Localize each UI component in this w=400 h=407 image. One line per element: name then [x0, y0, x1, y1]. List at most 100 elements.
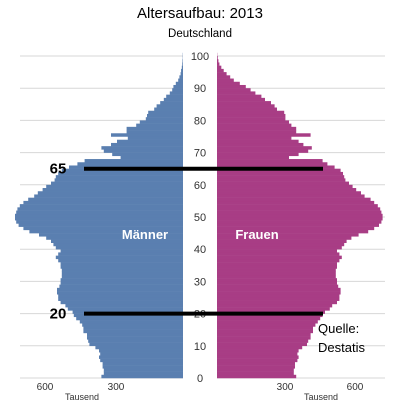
bar-frauen-age-24	[217, 297, 340, 301]
bar-maenner-age-60	[51, 181, 183, 186]
bar-maenner-age-79	[139, 120, 183, 124]
age-tick-0: 0	[197, 373, 203, 385]
bar-frauen-age-78	[217, 123, 292, 128]
bar-maenner-age-53	[19, 204, 183, 208]
bar-maenner-age-4	[102, 361, 183, 366]
bar-frauen-age-96	[217, 65, 222, 70]
bar-maenner-age-28	[59, 284, 183, 289]
bar-maenner-age-32	[61, 271, 183, 276]
bar-maenner-age-34	[60, 265, 183, 269]
source-line-2: Destatis	[318, 340, 365, 355]
bar-frauen-age-92	[217, 78, 234, 83]
bar-maenner-age-67	[84, 159, 183, 163]
bar-maenner-age-1	[103, 371, 183, 376]
bar-frauen-age-22	[217, 303, 333, 308]
bar-frauen-age-68	[217, 155, 289, 160]
bar-frauen-age-59	[217, 184, 353, 189]
bar-frauen-age-80	[217, 117, 286, 121]
bar-frauen-age-74	[217, 136, 292, 140]
bar-maenner-age-77	[126, 126, 183, 131]
bar-maenner-age-7	[100, 352, 183, 356]
bar-maenner-age-59	[46, 184, 184, 189]
age-tick-10: 10	[194, 341, 206, 353]
bar-maenner-age-80	[145, 117, 183, 121]
bar-maenner-age-75	[111, 133, 183, 137]
bar-maenner-age-62	[55, 175, 183, 179]
bar-maenner-age-55	[28, 197, 184, 202]
bar-maenner-age-31	[61, 274, 183, 279]
bar-maenner-age-57	[37, 191, 183, 195]
bar-maenner-age-47	[18, 223, 183, 227]
bar-frauen-age-39	[217, 249, 337, 253]
bar-frauen-age-55	[217, 197, 371, 202]
bar-frauen-age-50	[217, 213, 383, 218]
bar-frauen-age-79	[217, 120, 289, 124]
bar-maenner-age-0	[101, 374, 183, 379]
bar-maenner-age-51	[16, 210, 184, 215]
bar-frauen-age-66	[217, 162, 328, 166]
age-tick-80: 80	[194, 115, 206, 127]
bar-maenner-age-78	[136, 123, 183, 128]
bar-frauen-age-49	[217, 217, 383, 221]
bar-frauen-age-72	[217, 142, 304, 147]
bar-frauen-age-95	[217, 68, 224, 73]
bar-frauen-age-25	[217, 294, 340, 298]
bar-frauen-age-23	[217, 300, 337, 305]
bar-frauen-age-40	[217, 245, 342, 250]
x-unit-right: Tausend	[304, 392, 338, 402]
bar-frauen-age-33	[217, 268, 336, 272]
bar-frauen-age-73	[217, 139, 299, 144]
bar-frauen-age-16	[217, 323, 316, 327]
age-tick-60: 60	[194, 180, 206, 192]
age-tick-90: 90	[194, 83, 206, 95]
bar-frauen-age-3	[217, 365, 295, 369]
series-maenner	[15, 52, 184, 379]
bar-frauen-age-38	[217, 252, 340, 256]
bar-frauen-age-53	[217, 204, 378, 208]
age-tick-40: 40	[194, 244, 206, 256]
bar-frauen-age-57	[217, 191, 361, 195]
bar-maenner-age-35	[60, 262, 183, 266]
bar-maenner-age-95	[181, 68, 183, 73]
bar-frauen-age-89	[217, 88, 251, 92]
bar-maenner-age-3	[102, 365, 183, 369]
bar-maenner-age-82	[148, 110, 183, 115]
bar-maenner-age-87	[166, 94, 183, 99]
bar-frauen-age-32	[217, 271, 336, 276]
bar-frauen-age-52	[217, 207, 381, 211]
bar-frauen-age-90	[217, 84, 246, 89]
x-axis: 600 300 Tausend 300 600 Tausend	[37, 382, 364, 402]
age-tick-100: 100	[191, 51, 209, 63]
bar-frauen-age-85	[217, 101, 271, 105]
bar-maenner-age-54	[23, 200, 184, 205]
bar-maenner-age-56	[34, 194, 184, 198]
bar-frauen-age-46	[217, 226, 375, 231]
bar-frauen-age-97	[217, 62, 220, 66]
bar-frauen-age-4	[217, 361, 295, 366]
bar-frauen-age-29	[217, 281, 337, 285]
bar-maenner-age-21	[67, 307, 183, 311]
bar-maenner-age-13	[87, 332, 183, 337]
chart-subtitle: Deutschland	[168, 28, 232, 40]
bar-maenner-age-2	[103, 368, 183, 372]
bar-maenner-age-41	[53, 242, 184, 247]
bar-frauen-age-9	[217, 345, 303, 350]
bar-frauen-age-43	[217, 236, 352, 240]
age-marker-lines: 65 20	[50, 161, 323, 323]
bar-maenner-age-45	[29, 229, 184, 234]
bar-maenner-age-39	[60, 249, 183, 253]
bar-maenner-age-44	[39, 233, 183, 237]
bar-maenner-age-66	[77, 162, 183, 166]
bar-frauen-age-75	[217, 133, 311, 137]
bar-maenner-age-24	[58, 297, 184, 301]
series-label-frauen: Frauen	[235, 227, 278, 242]
bar-frauen-age-62	[217, 175, 345, 179]
bar-maenner-age-6	[99, 355, 183, 359]
bar-maenner-age-90	[173, 84, 183, 89]
bar-maenner-age-29	[60, 281, 183, 285]
bar-maenner-age-71	[101, 146, 183, 150]
age-tick-70: 70	[194, 148, 206, 160]
bar-frauen-age-11	[217, 339, 309, 343]
bar-frauen-age-94	[217, 72, 227, 76]
bar-frauen-age-58	[217, 188, 357, 192]
